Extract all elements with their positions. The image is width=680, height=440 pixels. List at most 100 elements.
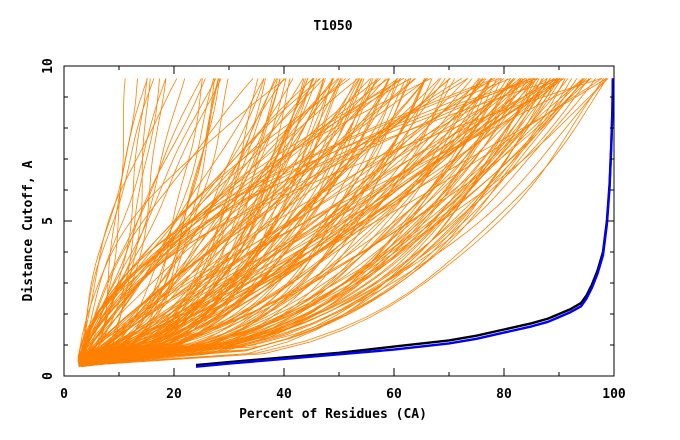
model-curve: [78, 78, 566, 358]
model-curve: [82, 78, 548, 365]
model-curve: [81, 78, 203, 357]
model-curve: [82, 78, 314, 358]
model-curve: [78, 78, 215, 358]
y-tick-label: 5: [41, 217, 56, 225]
model-curve: [80, 78, 407, 356]
chart-title: T1050: [313, 19, 352, 34]
model-curve: [83, 78, 266, 361]
model-curve: [78, 78, 411, 361]
model-curve: [81, 78, 304, 365]
model-curve: [79, 78, 535, 359]
model-curve: [79, 78, 451, 359]
model-curve: [80, 78, 548, 355]
model-curve: [81, 78, 389, 363]
model-curve: [78, 78, 167, 365]
model-curve: [83, 78, 398, 367]
model-curve: [82, 78, 558, 367]
model-curves: [77, 78, 609, 368]
model-curve: [83, 78, 429, 365]
model-curve: [81, 78, 481, 367]
reference-curves: [195, 78, 615, 368]
y-axis-label: Distance Cutoff, A: [21, 160, 36, 301]
reference-curve: [195, 78, 615, 368]
model-curve: [79, 78, 539, 367]
model-curve: [80, 78, 561, 361]
model-curve: [80, 78, 551, 358]
model-curve: [84, 78, 559, 365]
model-curve: [80, 78, 371, 361]
model-curve: [81, 78, 555, 360]
model-curve: [79, 78, 603, 365]
x-tick-label: 60: [386, 387, 402, 402]
x-tick-label: 80: [496, 387, 512, 402]
model-curve: [81, 78, 535, 367]
model-curve: [81, 78, 294, 365]
model-curve: [83, 78, 351, 365]
model-curve: [83, 78, 138, 356]
model-curve: [78, 78, 307, 364]
model-curve: [78, 78, 217, 364]
model-curve: [82, 78, 532, 358]
x-tick-label: 100: [602, 387, 626, 402]
model-curve: [78, 78, 325, 358]
model-curve: [77, 78, 450, 361]
model-curve: [82, 78, 281, 359]
x-tick-label: 20: [166, 387, 182, 402]
model-curve: [78, 78, 573, 363]
model-curve: [78, 78, 333, 367]
model-curve: [82, 78, 335, 367]
model-curve: [81, 78, 379, 359]
model-curve: [79, 78, 604, 367]
model-curve: [78, 78, 492, 359]
model-curve: [77, 78, 432, 363]
model-curve: [83, 78, 305, 358]
model-curve: [84, 78, 219, 366]
model-curve: [84, 78, 259, 363]
model-curve: [82, 78, 537, 364]
model-curve: [81, 78, 359, 355]
y-tick-label: 0: [41, 372, 56, 380]
model-curve: [80, 78, 202, 364]
model-curve: [79, 78, 287, 359]
model-curve: [79, 78, 365, 356]
model-curve: [79, 78, 390, 360]
model-curve: [81, 78, 357, 358]
model-curve: [78, 78, 536, 361]
model-curve: [81, 78, 554, 362]
model-curve: [83, 78, 440, 361]
model-curve: [79, 78, 390, 366]
model-curve: [80, 78, 265, 361]
model-curve: [82, 78, 456, 367]
model-curve: [84, 78, 291, 366]
model-curve: [78, 78, 416, 358]
model-curve: [81, 78, 374, 363]
model-curve: [83, 78, 584, 366]
model-curve: [79, 78, 148, 360]
model-curve: [79, 78, 402, 357]
y-tick-label: 10: [41, 58, 56, 74]
model-curve: [78, 78, 578, 355]
x-tick-label: 40: [276, 387, 292, 402]
model-curve: [78, 78, 334, 365]
model-curve: [77, 78, 557, 359]
model-curve: [79, 78, 362, 367]
model-curve: [81, 78, 427, 368]
model-curve: [78, 78, 480, 359]
model-curve: [78, 78, 372, 356]
model-curve: [80, 78, 521, 357]
model-curve: [82, 78, 148, 358]
model-curve: [82, 78, 342, 365]
model-curve: [82, 78, 587, 365]
model-curve: [80, 78, 317, 366]
model-curve: [78, 78, 552, 361]
model-curve: [81, 78, 450, 363]
model-curve: [78, 78, 314, 364]
x-axis-label: Percent of Residues (CA): [239, 407, 427, 422]
model-curve: [78, 78, 484, 360]
model-curve: [78, 78, 607, 360]
model-curve: [80, 78, 325, 356]
model-curve: [83, 78, 463, 361]
model-curve: [83, 78, 565, 362]
model-curve: [78, 78, 608, 366]
model-curve: [82, 78, 265, 358]
